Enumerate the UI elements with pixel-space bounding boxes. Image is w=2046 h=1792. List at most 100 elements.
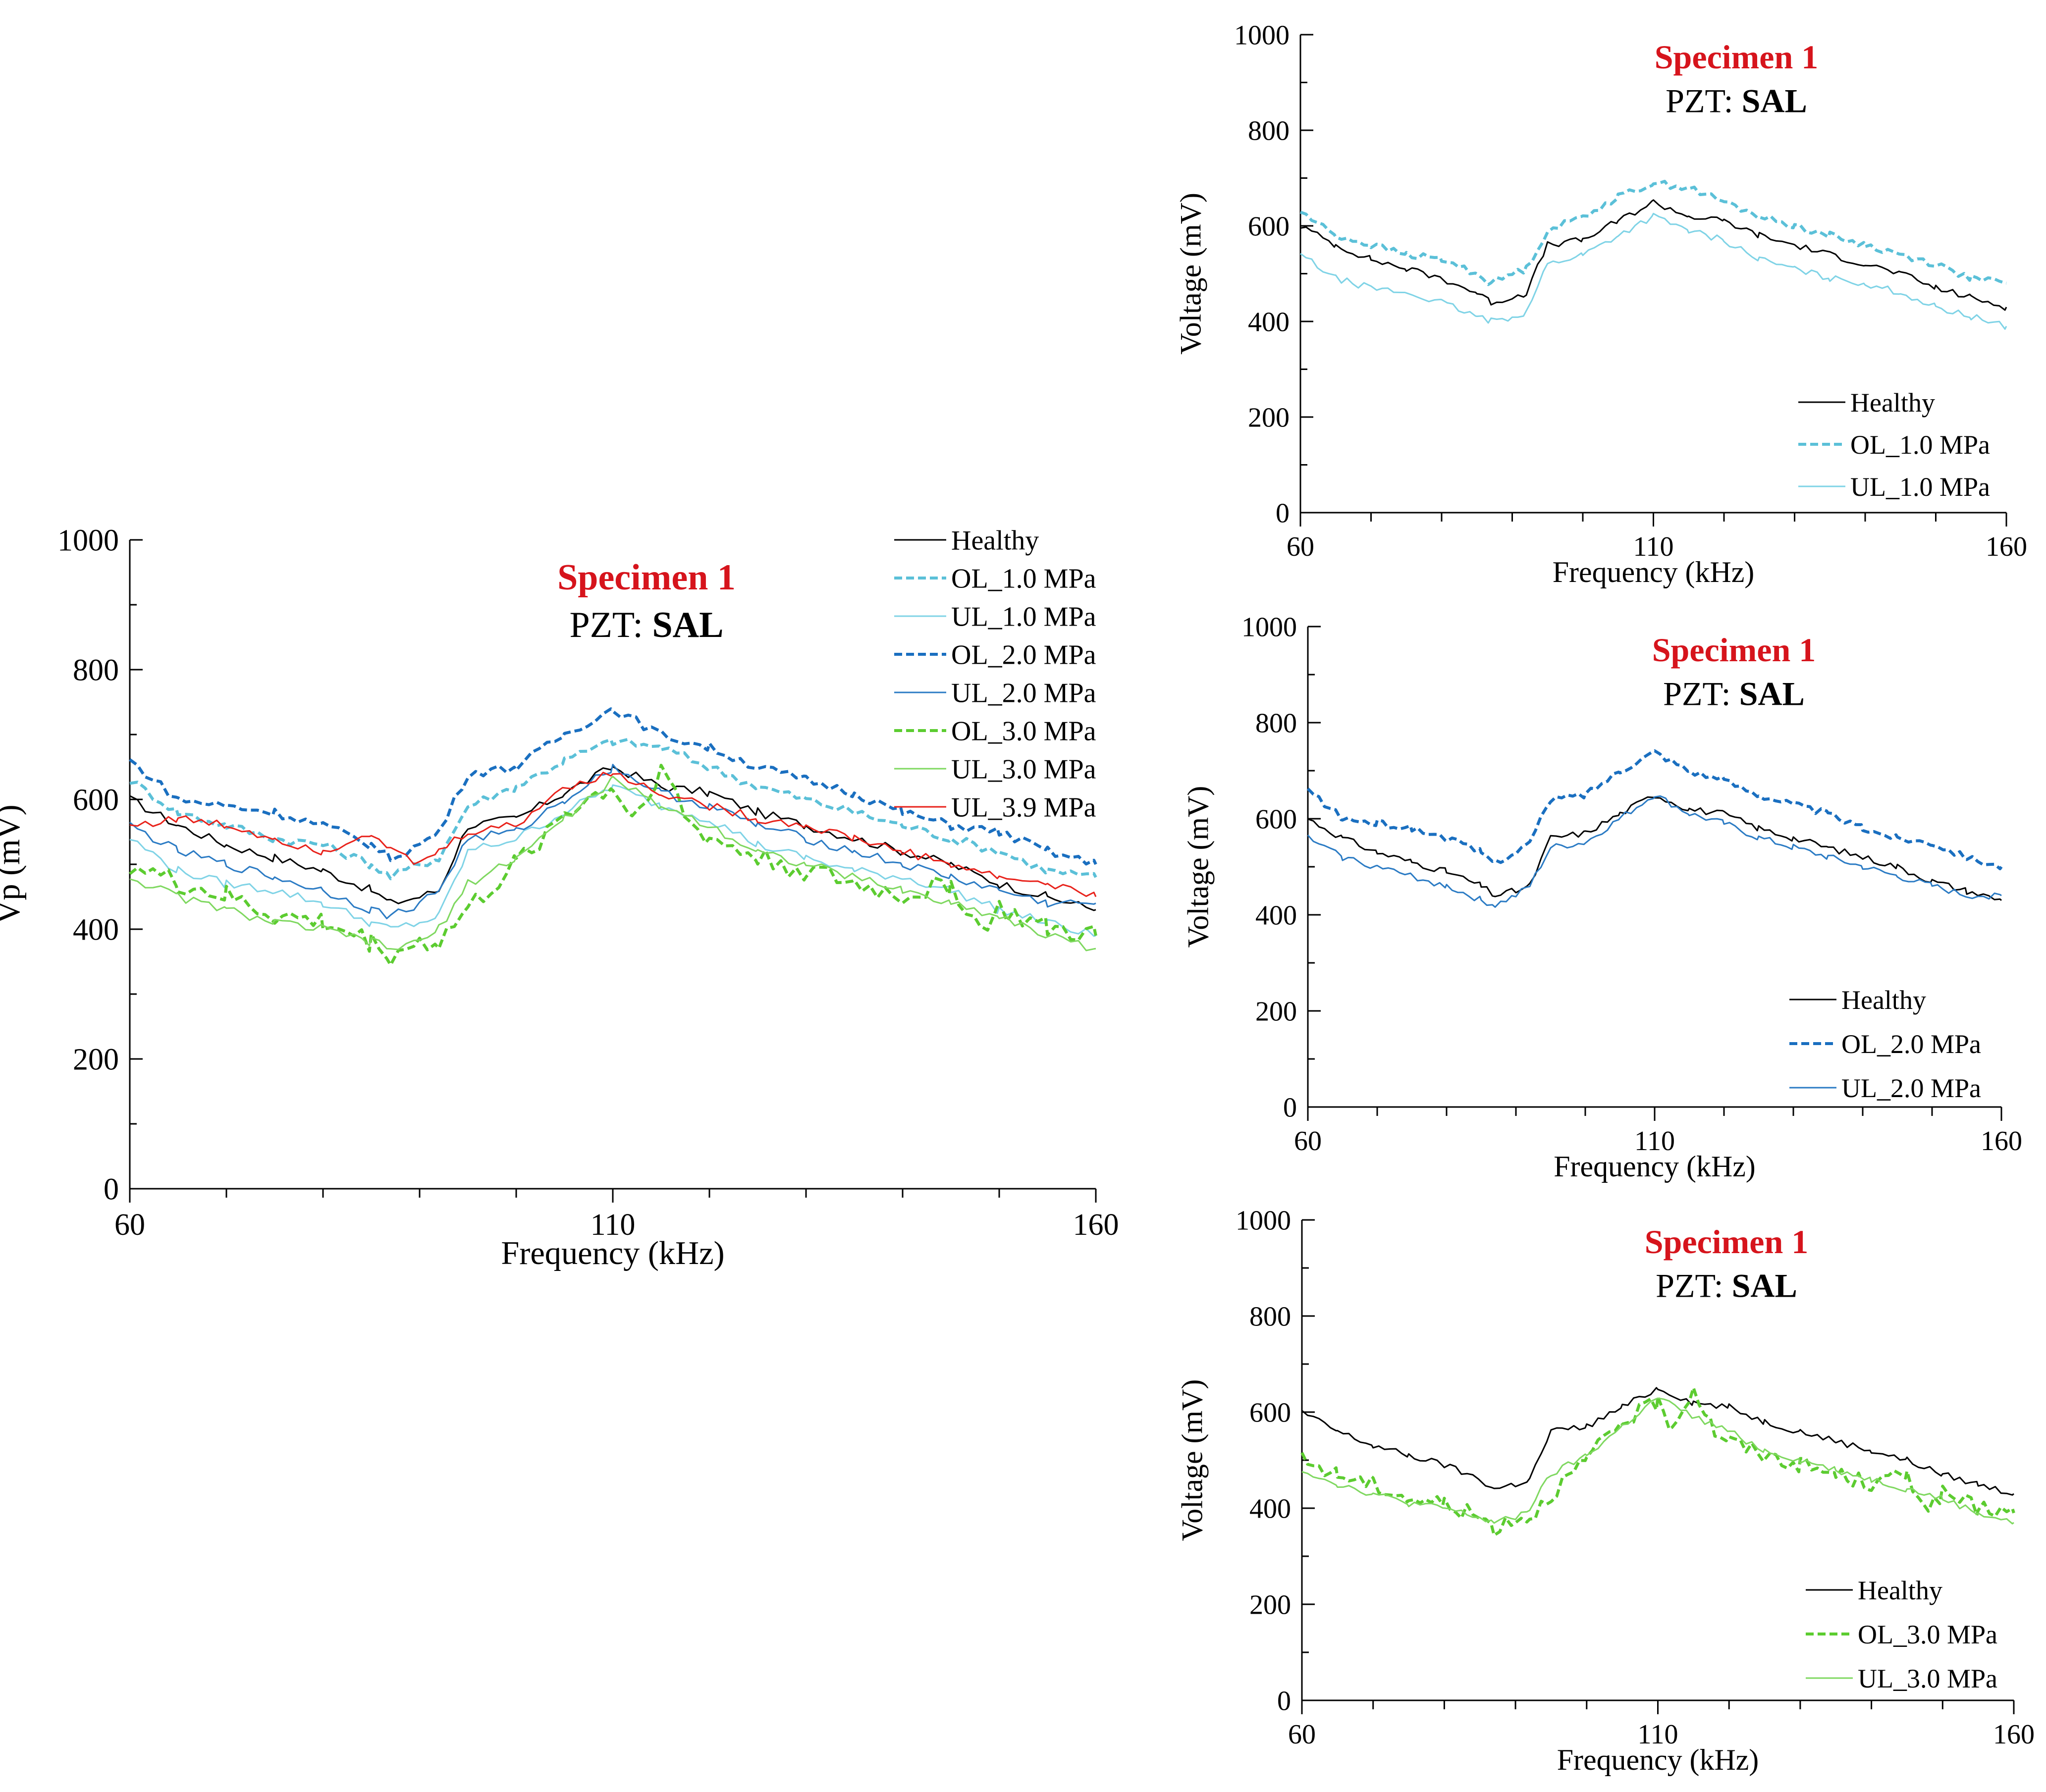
y-tick-label: 0 xyxy=(1283,1093,1297,1123)
series-line-ul-3-9-mpa xyxy=(129,772,1097,897)
x-tick-label: 110 xyxy=(1634,1126,1675,1157)
chart-title: Specimen 1 xyxy=(1645,1223,1809,1261)
subtitle-prefix: PZT: xyxy=(1656,1266,1731,1304)
legend: Healthy OL_2.0 MPa UL_2.0 MPa xyxy=(1789,985,1981,1103)
x-tick-label: 60 xyxy=(1288,1719,1316,1750)
legend-entry: OL_3.0 MPa xyxy=(951,716,1096,747)
series-line-ol-2-0-mpa xyxy=(1306,749,2003,871)
series-line-ol-3-0-mpa xyxy=(129,764,1097,967)
y-tick-label: 800 xyxy=(73,654,119,687)
subtitle-bold: SAL xyxy=(1739,675,1805,712)
y-tick-label: 200 xyxy=(1248,403,1290,433)
x-tick-label: 160 xyxy=(1073,1208,1119,1242)
legend-entry: UL_3.9 MPa xyxy=(951,792,1096,823)
y-tick-label: 200 xyxy=(73,1043,119,1077)
legend: Healthy OL_1.0 MPa UL_1.0 MPa xyxy=(1798,388,1990,502)
series-line-ul-3-0-mpa xyxy=(129,776,1096,951)
chart-panel-3: 0 200 400 600 800 1000 60 110 160 Frequency (kHz)… xyxy=(1182,612,2022,1183)
legend-entry: UL_1.0 MPa xyxy=(951,602,1096,632)
series-line-ul-2-0-mpa xyxy=(1307,795,2002,908)
x-axis-label: Frequency (kHz) xyxy=(501,1235,724,1271)
series-line-ul-3-0-mpa xyxy=(1301,1397,2014,1525)
y-axis-label: Voltage (mV) xyxy=(1174,193,1207,355)
subtitle-bold: SAL xyxy=(652,605,723,645)
legend-entry: UL_2.0 MPa xyxy=(951,678,1096,709)
legend-entry: Healthy xyxy=(1858,1576,1942,1605)
y-tick-label: 200 xyxy=(1255,997,1297,1027)
subtitle-prefix: PZT: xyxy=(1666,82,1741,119)
y-tick-label: 0 xyxy=(104,1173,119,1207)
legend: Healthy OL_1.0 MPa UL_1.0 MPa OL_2.0 MPa UL_… xyxy=(894,526,1096,823)
chart-subtitle: PZT: SAL xyxy=(1666,82,1807,119)
subtitle-bold: SAL xyxy=(1732,1266,1797,1304)
legend-entry: OL_3.0 MPa xyxy=(1858,1620,1997,1649)
legend-entry: UL_3.0 MPa xyxy=(951,754,1096,785)
legend: Healthy OL_3.0 MPa UL_3.0 MPa xyxy=(1806,1576,1997,1693)
y-axis-label: Voltage (mV) xyxy=(1182,786,1214,948)
x-tick-label: 110 xyxy=(1633,531,1674,562)
y-tick-label: 1000 xyxy=(57,524,119,558)
series-line-ul-2-0-mpa xyxy=(129,764,1096,919)
series-line-healthy xyxy=(1307,796,2002,901)
y-axis-label: Vp (mV) xyxy=(0,804,27,924)
y-axis-label: Voltage (mV) xyxy=(1176,1379,1208,1541)
chart-subtitle: PZT: SAL xyxy=(1656,1266,1797,1304)
series-line-ol-1-0-mpa xyxy=(129,738,1097,881)
chart-panel-2: 0 200 400 600 800 1000 60 110 160 Frequency (kHz)… xyxy=(1174,20,2027,588)
y-tick-label: 0 xyxy=(1276,498,1290,529)
series-line-ul-1-0-mpa xyxy=(129,784,1096,937)
y-tick-label: 0 xyxy=(1277,1686,1291,1717)
y-tick-label: 1000 xyxy=(1236,1206,1291,1236)
legend-entry: UL_1.0 MPa xyxy=(1850,472,1990,502)
y-tick-label: 600 xyxy=(73,784,119,817)
y-tick-label: 400 xyxy=(1248,307,1290,338)
series-line-healthy xyxy=(1300,199,2007,311)
legend-entry: OL_2.0 MPa xyxy=(1841,1029,1981,1059)
chart-subtitle: PZT: SAL xyxy=(570,605,724,645)
series-line-ol-2-0-mpa xyxy=(129,707,1097,866)
x-tick-label: 110 xyxy=(591,1208,636,1242)
x-axis-label: Frequency (kHz) xyxy=(1553,556,1755,588)
subtitle-prefix: PZT: xyxy=(570,605,652,645)
series-line-ol-1-0-mpa xyxy=(1300,180,2007,286)
chart-subtitle: PZT: SAL xyxy=(1663,675,1805,712)
y-tick-label: 800 xyxy=(1248,116,1290,147)
y-tick-label: 400 xyxy=(1255,900,1297,931)
legend-entry: OL_1.0 MPa xyxy=(951,564,1096,594)
x-tick-label: 60 xyxy=(114,1208,145,1242)
x-tick-label: 110 xyxy=(1638,1719,1678,1750)
y-tick-label: 800 xyxy=(1255,708,1297,739)
y-tick-label: 400 xyxy=(1249,1494,1291,1525)
x-tick-label: 160 xyxy=(1981,1126,2022,1157)
y-tick-label: 600 xyxy=(1255,804,1297,835)
y-tick-label: 800 xyxy=(1249,1302,1291,1332)
x-tick-label: 160 xyxy=(1986,531,2027,562)
chart-panel-4: 0 200 400 600 800 1000 60 110 160 Frequency (kHz)… xyxy=(1176,1206,2035,1776)
legend-entry: Healthy xyxy=(1850,388,1935,418)
series-line-healthy xyxy=(1301,1387,2014,1496)
subtitle-prefix: PZT: xyxy=(1663,675,1739,712)
series-line-ul-1-0-mpa xyxy=(1300,212,2007,330)
y-tick-label: 600 xyxy=(1249,1398,1291,1428)
x-axis-label: Frequency (kHz) xyxy=(1557,1743,1759,1776)
chart-title: Specimen 1 xyxy=(557,557,736,598)
x-axis-label: Frequency (kHz) xyxy=(1554,1150,1756,1183)
subtitle-bold: SAL xyxy=(1742,82,1807,119)
chart-title: Specimen 1 xyxy=(1652,631,1816,669)
y-tick-label: 400 xyxy=(73,913,119,947)
y-tick-label: 1000 xyxy=(1234,20,1290,51)
chart-panel-1: 0 200 400 600 800 1000 60 110 160 Frequency (kHz)… xyxy=(0,524,1119,1271)
legend-entry: OL_1.0 MPa xyxy=(1850,430,1990,460)
legend-entry: Healthy xyxy=(1841,985,1926,1015)
y-tick-label: 200 xyxy=(1249,1590,1291,1621)
legend-entry: UL_3.0 MPa xyxy=(1858,1664,1997,1693)
legend-entry: Healthy xyxy=(951,526,1039,556)
legend-entry: OL_2.0 MPa xyxy=(951,640,1096,671)
x-tick-label: 60 xyxy=(1287,531,1314,562)
y-tick-label: 600 xyxy=(1248,211,1290,242)
legend-entry: UL_2.0 MPa xyxy=(1841,1073,1981,1103)
chart-title: Specimen 1 xyxy=(1655,38,1819,76)
series-line-ol-3-0-mpa xyxy=(1300,1386,2015,1537)
y-tick-label: 1000 xyxy=(1241,612,1297,643)
